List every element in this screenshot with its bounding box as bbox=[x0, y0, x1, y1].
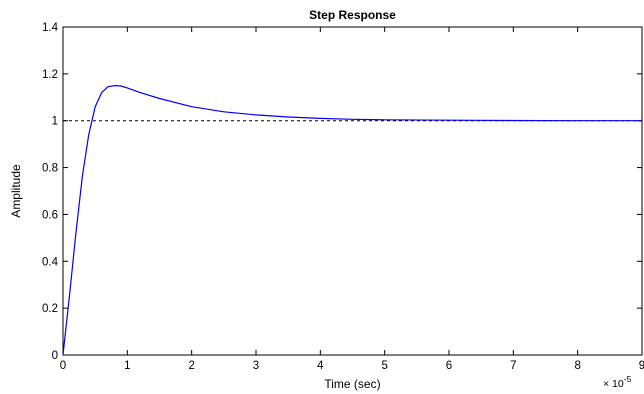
x-tick-label: 4 bbox=[317, 360, 324, 372]
y-tick-label: 0.6 bbox=[42, 209, 58, 221]
y-tick-label: 1.4 bbox=[42, 22, 59, 34]
chart-title: Step Response bbox=[309, 8, 396, 22]
x-axis-label: Time (sec) bbox=[324, 377, 380, 391]
y-tick-label: 0.4 bbox=[42, 256, 59, 268]
plot-area: 0 1 2 3 4 5 6 7 8 9 0 0.2 0.4 0.6 0.8 1 1.2 1.4 bbox=[42, 22, 644, 372]
y-tick-label: 0.8 bbox=[42, 163, 58, 175]
step-response-line bbox=[62, 84, 642, 356]
x-tick-label: 8 bbox=[574, 360, 580, 372]
y-tick-label: 1 bbox=[52, 116, 58, 128]
axes-box bbox=[62, 26, 643, 356]
x-tick-label: 1 bbox=[124, 360, 130, 372]
x-tick-label: 6 bbox=[446, 360, 452, 372]
x-tick-label: 5 bbox=[381, 360, 387, 372]
y-tick-label: 1.2 bbox=[42, 69, 58, 81]
x-axis-multiplier: × 10-5 bbox=[603, 374, 632, 390]
x-tick-label: 9 bbox=[639, 360, 644, 372]
y-tick-label: 0 bbox=[52, 350, 58, 362]
y-axis-label: Amplitude bbox=[9, 164, 23, 218]
x-axis-multiplier-exponent: -5 bbox=[624, 374, 632, 384]
x-tick-label: 0 bbox=[60, 360, 66, 372]
x-tick-label: 7 bbox=[510, 360, 516, 372]
x-axis-multiplier-base: × 10 bbox=[603, 378, 624, 390]
y-tick-label: 0.2 bbox=[42, 303, 58, 315]
x-tick-label: 3 bbox=[253, 360, 259, 372]
x-tick-label: 2 bbox=[188, 360, 194, 372]
